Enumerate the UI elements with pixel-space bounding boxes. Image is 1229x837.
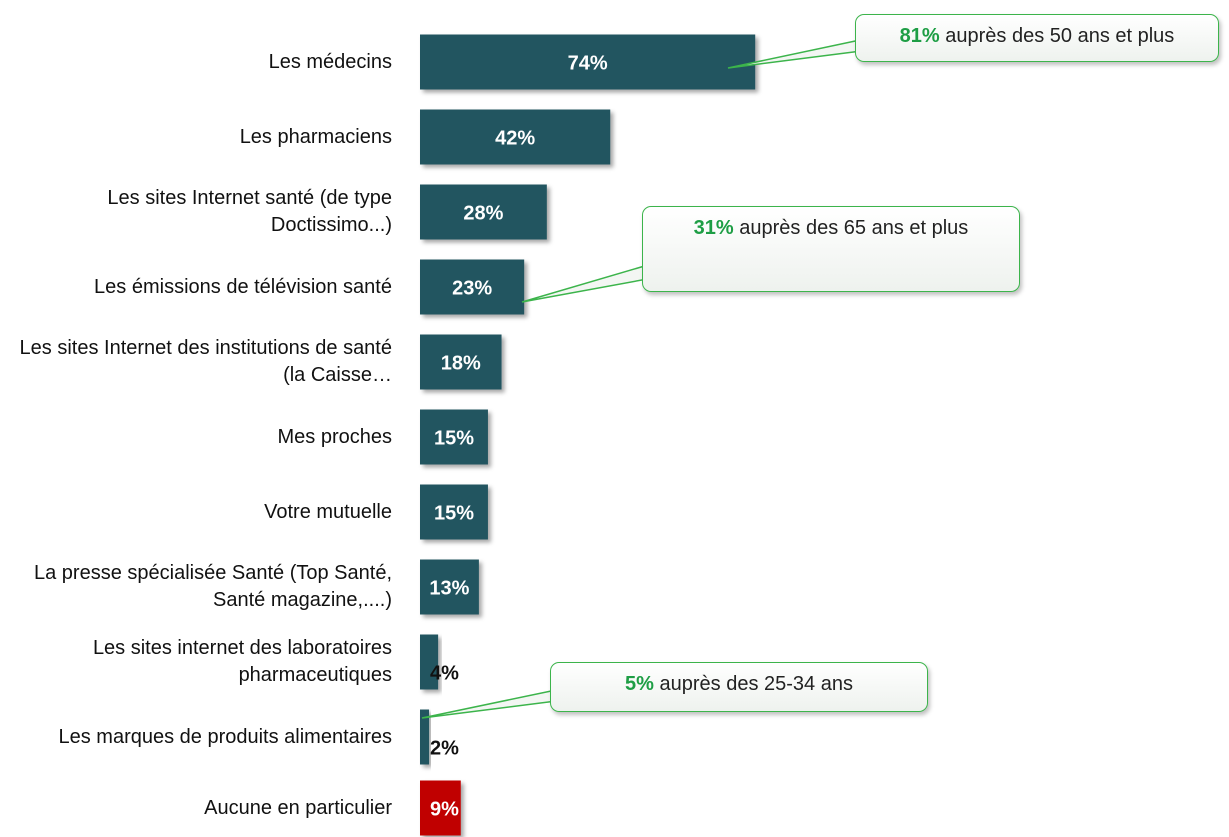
category-label: Les sites Internet des institutions de s… (19, 337, 392, 386)
bar (420, 484, 488, 540)
value-label: 13% (429, 577, 469, 599)
category-label: Les médecins (268, 50, 392, 73)
callout: 5% auprès des 25-34 ans (550, 662, 928, 712)
category-label: Votre mutuelle (264, 500, 392, 523)
category-label: Aucune en particulier (204, 796, 392, 819)
callout-highlight: 81% (899, 25, 940, 47)
category-label: Les émissions de télévision santé (94, 275, 392, 298)
value-label: 2% (430, 737, 459, 759)
callout-highlight: 31% (693, 217, 734, 239)
callout: 31% auprès des 65 ans et plus (642, 206, 1020, 292)
callout-highlight: 5% (625, 673, 654, 695)
category-label: Les marques de produits alimentaires (58, 725, 392, 748)
category-label: La presse spécialisée Santé (Top Santé, … (34, 562, 392, 611)
bar (420, 559, 479, 615)
bar (420, 780, 461, 836)
category-label: Les pharmaciens (239, 125, 392, 148)
category-label: Les sites internet des laboratoires phar… (92, 637, 392, 686)
value-label: 18% (441, 352, 481, 374)
value-label: 9% (430, 798, 459, 820)
value-label: 15% (434, 427, 474, 449)
bar (420, 334, 502, 390)
bar (420, 259, 525, 315)
bar (420, 634, 439, 690)
callout-text: auprès des 50 ans et plus (945, 25, 1175, 47)
bar (420, 184, 547, 240)
value-label: 74% (568, 52, 608, 74)
value-label: 28% (463, 202, 503, 224)
value-label: 42% (495, 127, 535, 149)
bar (420, 709, 430, 765)
value-label: 23% (452, 277, 492, 299)
callout-text: auprès des 25-34 ans (659, 673, 853, 695)
category-label: Mes proches (277, 425, 393, 448)
callout-text: auprès des 65 ans et plus (739, 217, 969, 239)
value-label: 15% (434, 502, 474, 524)
callout: 81% auprès des 50 ans et plus (855, 14, 1219, 62)
bar (420, 109, 611, 165)
category-label: Les sites Internet santé (de type Doctis… (107, 187, 392, 236)
bar (420, 409, 488, 465)
bar (420, 34, 756, 90)
value-label: 4% (430, 662, 459, 684)
